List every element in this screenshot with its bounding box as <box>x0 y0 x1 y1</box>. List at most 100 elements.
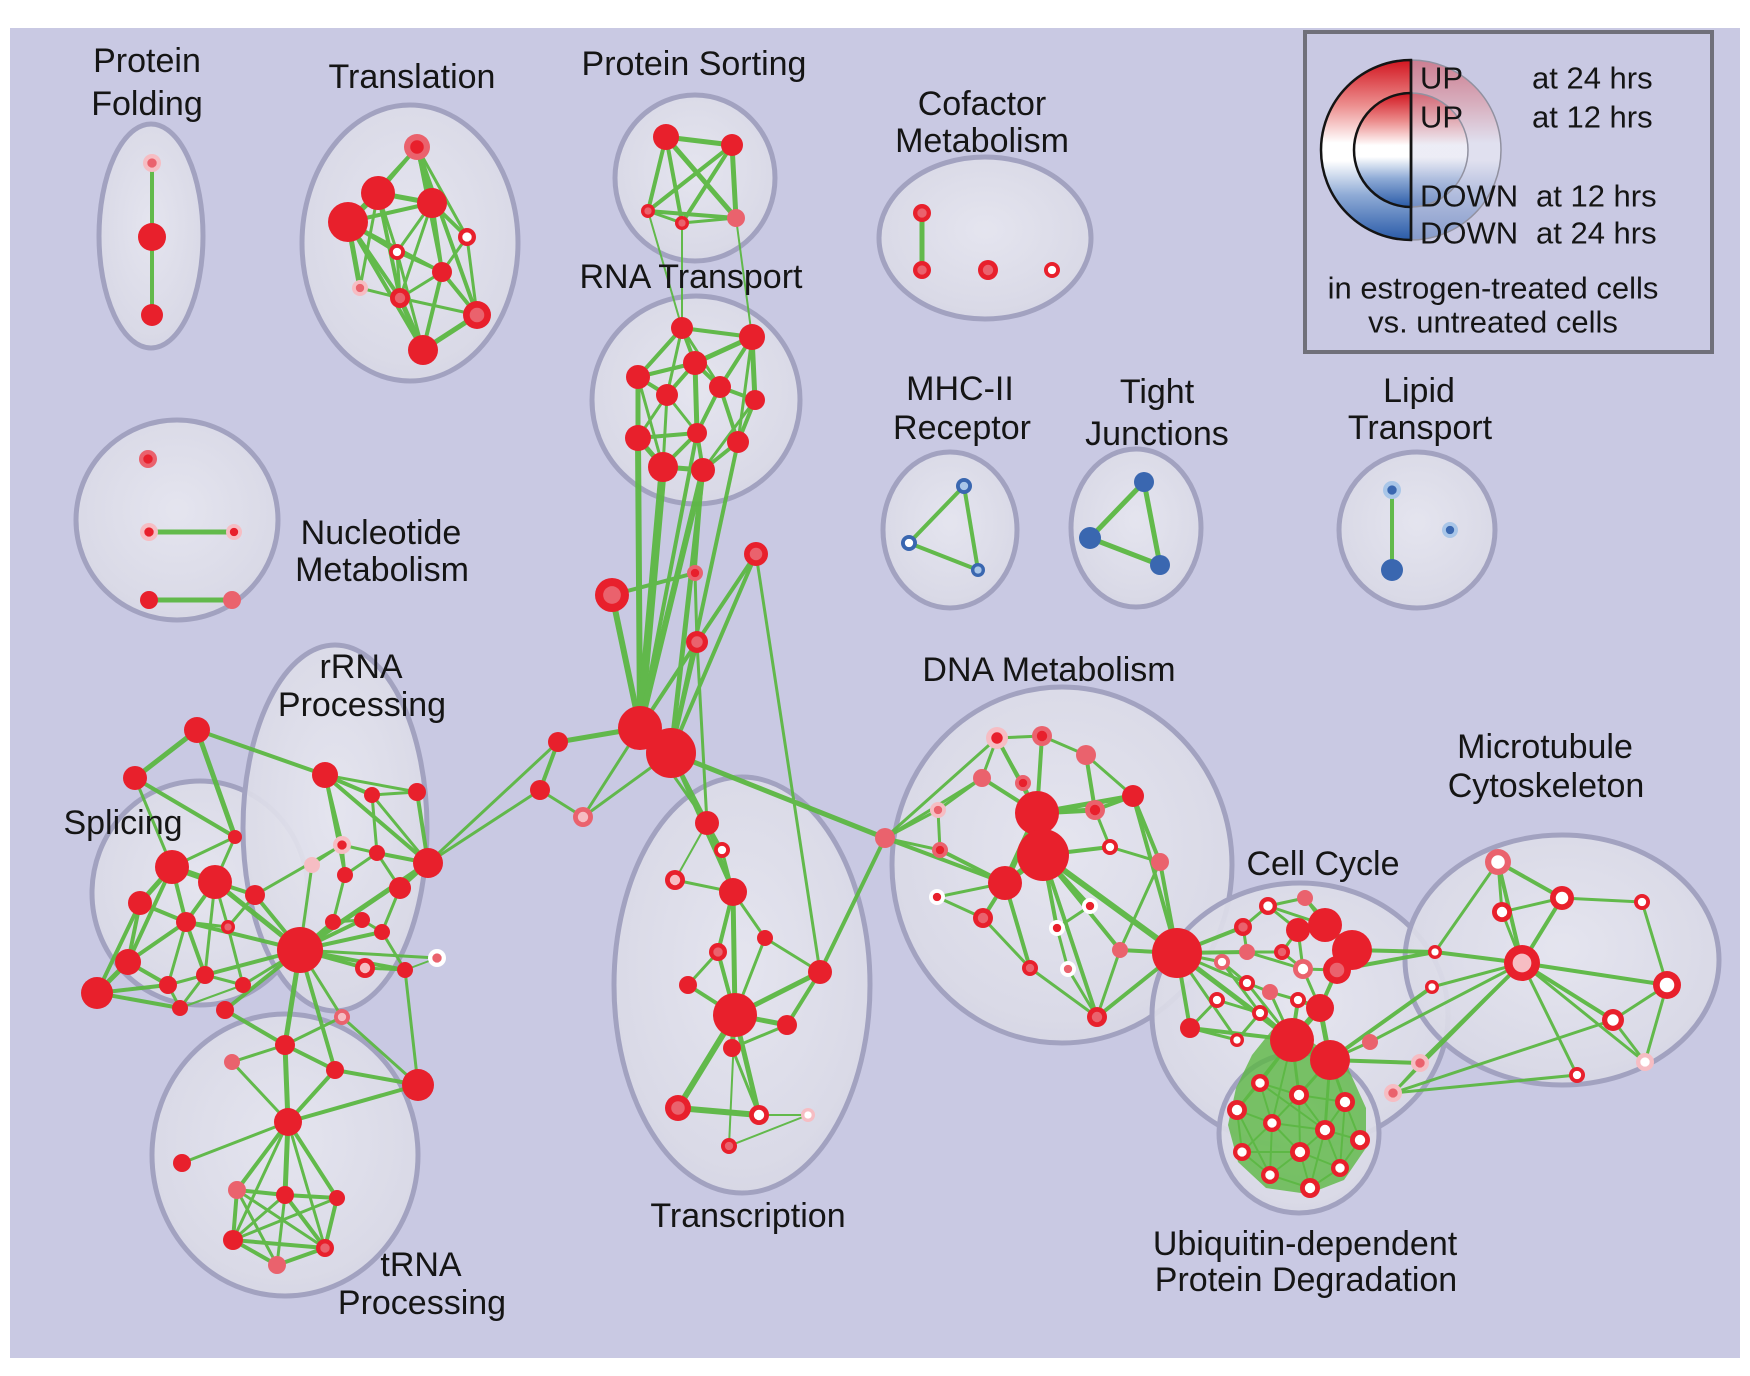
gene-node-ub3[interactable] <box>1335 1092 1355 1112</box>
gene-node-d24[interactable] <box>1087 1007 1107 1027</box>
gene-node-w7[interactable] <box>316 1239 334 1257</box>
gene-node-cc19[interactable] <box>1230 1033 1244 1047</box>
gene-node-n6[interactable] <box>745 390 765 410</box>
gene-node-s2[interactable] <box>721 134 743 156</box>
gene-node-cn5[interactable] <box>1362 1034 1378 1050</box>
gene-node-x12[interactable] <box>665 1095 691 1121</box>
gene-node-s3[interactable] <box>641 204 655 218</box>
gene-node-rr4[interactable] <box>333 836 351 854</box>
gene-node-d13[interactable] <box>1151 853 1169 871</box>
gene-node-rr15[interactable] <box>397 962 413 978</box>
gene-node-j2[interactable] <box>1079 527 1101 549</box>
gene-node-l1[interactable] <box>1383 481 1401 499</box>
gene-node-ub10[interactable] <box>1261 1166 1279 1184</box>
gene-node-d2[interactable] <box>1032 726 1052 746</box>
gene-node-rr5[interactable] <box>304 857 320 873</box>
gene-node-cn3[interactable] <box>1411 1054 1429 1072</box>
gene-node-cc4[interactable] <box>1239 944 1255 960</box>
gene-node-c4[interactable] <box>1044 262 1060 278</box>
gene-node-s4[interactable] <box>675 216 689 230</box>
gene-node-j3[interactable] <box>1150 555 1170 575</box>
gene-node-nm1[interactable] <box>139 450 157 468</box>
gene-node-x11[interactable] <box>723 1039 741 1057</box>
gene-node-pf2[interactable] <box>138 223 166 251</box>
gene-node-d17[interactable] <box>1049 920 1065 936</box>
gene-node-u2[interactable] <box>224 1054 240 1070</box>
gene-node-rr3[interactable] <box>408 783 426 801</box>
gene-node-cc18[interactable] <box>1252 1005 1268 1021</box>
gene-node-cc17[interactable] <box>1310 1040 1350 1080</box>
gene-node-p7[interactable] <box>115 949 141 975</box>
gene-node-d1[interactable] <box>986 727 1008 749</box>
gene-node-c3[interactable] <box>978 260 998 280</box>
gene-node-d15[interactable] <box>973 908 993 928</box>
gene-node-cc13[interactable] <box>1262 984 1278 1000</box>
gene-node-cc14[interactable] <box>1290 992 1306 1008</box>
gene-node-rr6[interactable] <box>337 867 353 883</box>
gene-node-nm2[interactable] <box>140 523 158 541</box>
gene-node-cc12[interactable] <box>1239 975 1255 991</box>
gene-node-n10[interactable] <box>727 431 749 453</box>
gene-node-rr7[interactable] <box>369 845 385 861</box>
gene-node-pf1[interactable] <box>143 154 161 172</box>
gene-node-t5[interactable] <box>458 228 476 246</box>
gene-node-t2[interactable] <box>361 176 395 210</box>
gene-node-q1[interactable] <box>184 717 210 743</box>
gene-node-w2[interactable] <box>173 1154 191 1172</box>
gene-node-k6[interactable] <box>530 780 550 800</box>
gene-node-p2[interactable] <box>198 865 232 899</box>
gene-node-cc11[interactable] <box>1323 956 1351 984</box>
gene-node-n9[interactable] <box>687 423 707 443</box>
gene-node-x2[interactable] <box>714 842 730 858</box>
gene-node-p6[interactable] <box>245 885 265 905</box>
gene-node-w3[interactable] <box>228 1181 246 1199</box>
gene-node-d9[interactable] <box>1017 829 1069 881</box>
gene-node-x13[interactable] <box>749 1105 769 1125</box>
gene-node-ub9[interactable] <box>1290 1142 1310 1162</box>
gene-node-w6[interactable] <box>223 1230 243 1250</box>
gene-node-n12[interactable] <box>691 458 715 482</box>
gene-node-t9[interactable] <box>390 288 410 308</box>
gene-node-cc0[interactable] <box>1152 928 1202 978</box>
gene-node-x14[interactable] <box>801 1108 815 1122</box>
gene-node-q3[interactable] <box>228 830 242 844</box>
gene-node-rr13[interactable] <box>277 927 323 973</box>
gene-node-rr12[interactable] <box>374 924 390 940</box>
gene-node-mc2[interactable] <box>1550 886 1574 910</box>
gene-node-p8[interactable] <box>81 977 113 1009</box>
gene-node-p3[interactable] <box>128 891 152 915</box>
gene-node-mc5[interactable] <box>1602 1009 1624 1031</box>
gene-node-cc7[interactable] <box>1308 908 1342 942</box>
gene-node-t3[interactable] <box>328 202 368 242</box>
gene-node-cc16[interactable] <box>1270 1018 1314 1062</box>
gene-node-cc9[interactable] <box>1286 918 1310 942</box>
gene-node-k3[interactable] <box>744 542 768 566</box>
gene-node-n2[interactable] <box>739 324 765 350</box>
gene-node-x15[interactable] <box>721 1138 737 1154</box>
gene-node-t4[interactable] <box>417 188 447 218</box>
gene-node-d5[interactable] <box>930 802 946 818</box>
gene-node-n8[interactable] <box>625 425 651 451</box>
gene-node-ub6[interactable] <box>1315 1120 1335 1140</box>
gene-node-k4[interactable] <box>686 631 708 653</box>
gene-node-ub5[interactable] <box>1263 1114 1281 1132</box>
gene-node-rr16[interactable] <box>428 949 446 967</box>
gene-node-u4[interactable] <box>326 1061 344 1079</box>
gene-node-bx1[interactable] <box>875 828 895 848</box>
gene-node-d16[interactable] <box>1082 898 1098 914</box>
gene-node-nm3[interactable] <box>226 524 242 540</box>
gene-node-c1[interactable] <box>913 204 931 222</box>
gene-node-d7[interactable] <box>1085 800 1105 820</box>
gene-node-q2[interactable] <box>123 766 147 790</box>
gene-node-cc1[interactable] <box>1234 918 1252 936</box>
gene-node-n1[interactable] <box>671 317 693 339</box>
gene-node-p4[interactable] <box>176 912 196 932</box>
gene-node-w8[interactable] <box>268 1256 286 1274</box>
gene-node-d4[interactable] <box>973 769 991 787</box>
gene-node-p12[interactable] <box>172 1000 188 1016</box>
gene-node-m3[interactable] <box>971 563 985 577</box>
gene-node-x7[interactable] <box>679 976 697 994</box>
gene-node-pf3[interactable] <box>141 304 163 326</box>
gene-node-p9[interactable] <box>159 976 177 994</box>
gene-node-u3[interactable] <box>275 1035 295 1055</box>
